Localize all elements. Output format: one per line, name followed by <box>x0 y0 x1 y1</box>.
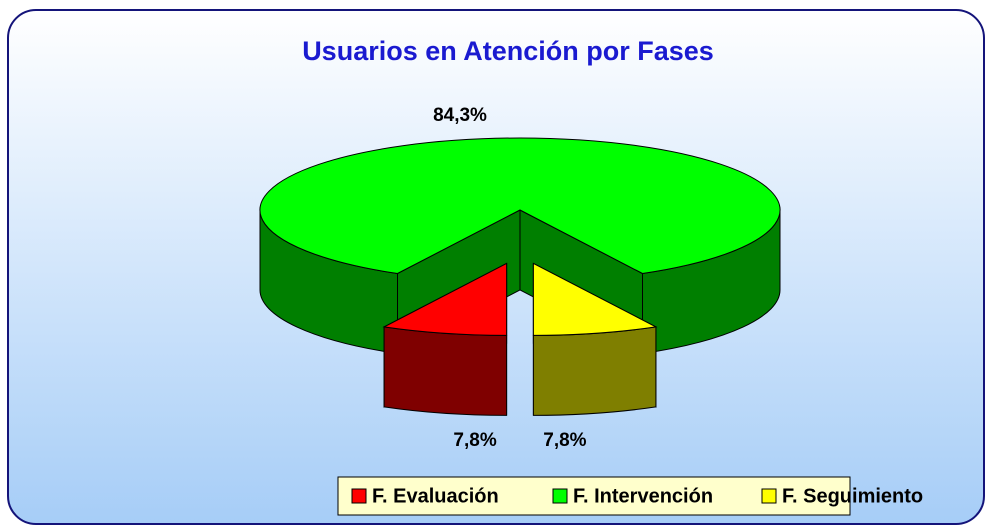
legend-swatch <box>552 488 568 504</box>
legend-swatch <box>351 488 367 504</box>
legend-label: F. Intervención <box>573 485 713 507</box>
slice-top <box>382 262 508 336</box>
legend-label: F. Seguimiento <box>782 485 923 507</box>
slice-top <box>259 137 781 275</box>
data-label: 84,3% <box>433 105 487 126</box>
slice-wall <box>532 326 657 416</box>
slice-top <box>532 262 658 336</box>
pie: 84,3% 7,8% 7,8% <box>259 105 781 451</box>
data-label: 7,8% <box>543 430 586 451</box>
legend-label: F. Evaluación <box>372 485 499 507</box>
legend-entries: F. Evaluación F. Intervención F. Seguimien… <box>351 485 923 507</box>
data-label: 7,8% <box>453 430 496 451</box>
legend-swatch <box>761 488 777 504</box>
slice-wall <box>383 326 508 416</box>
chart-title: Usuarios en Atención por Fases <box>302 36 714 66</box>
